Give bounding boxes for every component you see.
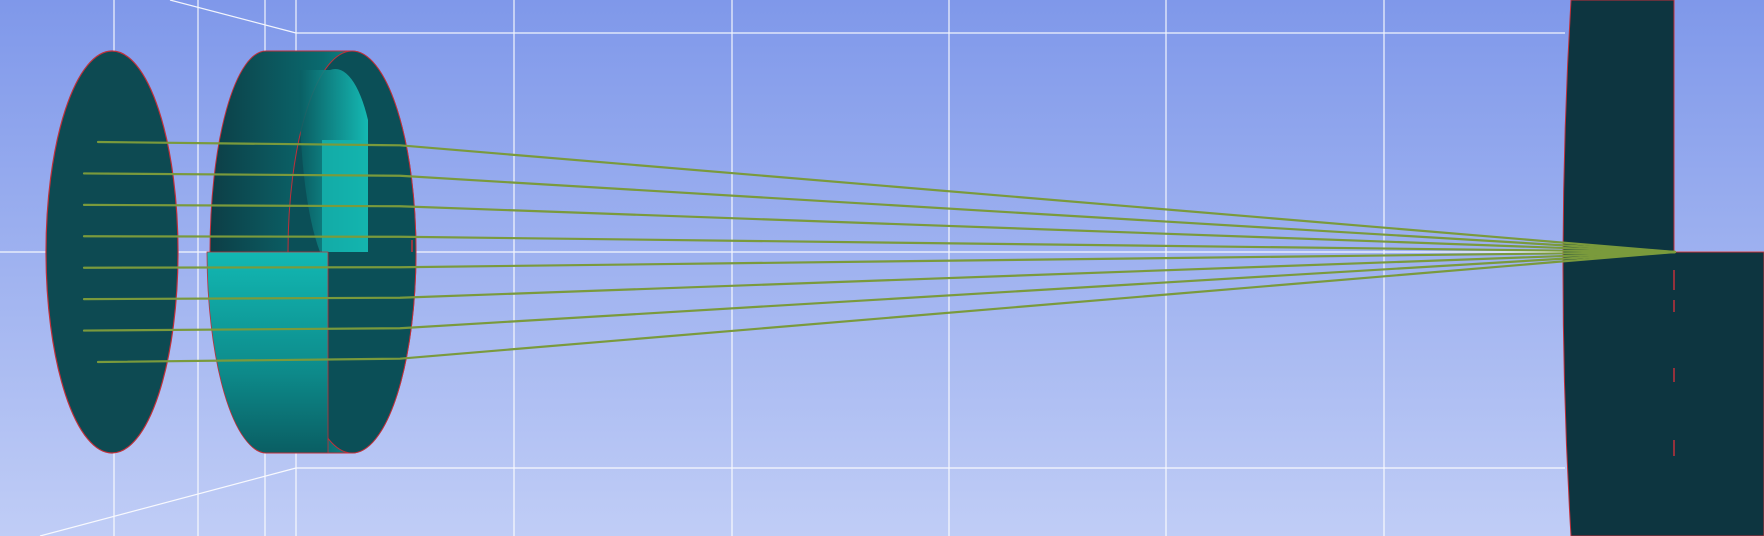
- grid-line: [169, 0, 297, 34]
- light-ray: [96, 250, 1677, 364]
- grid-line: [39, 467, 297, 536]
- light-ray: [82, 250, 1677, 332]
- lens-2-cutaway: [206, 251, 329, 454]
- ray-bundle: [82, 140, 1677, 364]
- light-ray: [82, 250, 1677, 301]
- lens-1: [45, 50, 179, 454]
- lens-2: [206, 50, 417, 454]
- light-ray: [82, 235, 1677, 254]
- light-ray: [82, 250, 1677, 269]
- light-ray: [96, 140, 1677, 254]
- light-ray: [82, 203, 1677, 254]
- light-ray: [82, 172, 1677, 254]
- optical-axis-markers: [411, 240, 1675, 456]
